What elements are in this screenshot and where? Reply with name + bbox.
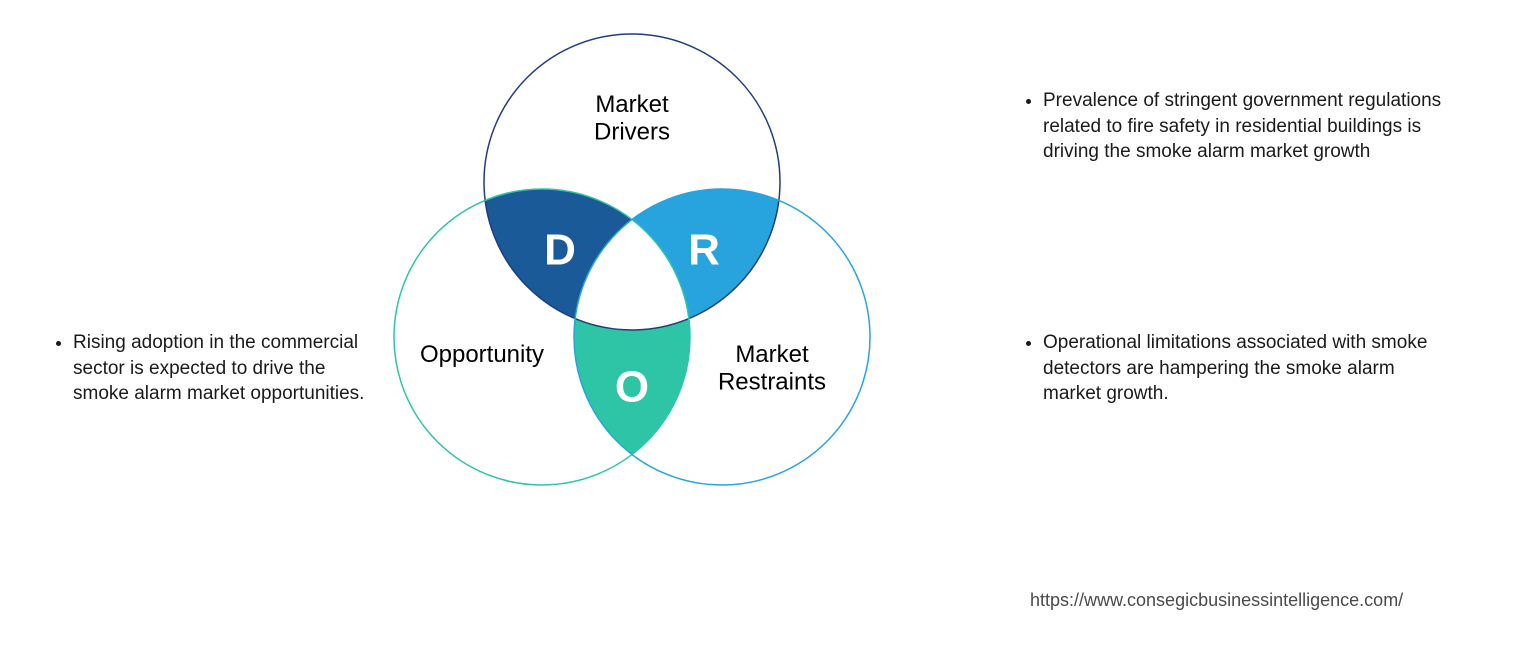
drivers-bullets: Prevalence of stringent government regul… xyxy=(1025,88,1455,165)
restraints-bullets: Operational limitations associated with … xyxy=(1025,330,1455,407)
diagram-canvas: D R O MarketDrivers Opportunity MarketRestrai… xyxy=(0,0,1515,660)
venn-label-drivers: MarketDrivers xyxy=(594,91,670,146)
venn-letter-d: D xyxy=(544,226,576,275)
restraints-bullet-1: Operational limitations associated with … xyxy=(1043,330,1455,407)
venn-label-restraints: MarketRestraints xyxy=(718,341,826,396)
venn-letter-r: R xyxy=(688,226,720,275)
venn-letter-o: O xyxy=(615,363,649,412)
opportunity-bullets: Rising adoption in the commercial sector… xyxy=(55,330,365,407)
venn-svg: D R O MarketDrivers Opportunity MarketRestrai… xyxy=(390,30,874,489)
source-url: https://www.consegicbusinessintelligence… xyxy=(1030,590,1403,611)
venn-diagram: D R O MarketDrivers Opportunity MarketRestrai… xyxy=(390,30,874,489)
opportunity-bullet-1: Rising adoption in the commercial sector… xyxy=(73,330,365,407)
drivers-bullet-1: Prevalence of stringent government regul… xyxy=(1043,88,1455,165)
venn-label-opportunity: Opportunity xyxy=(420,341,544,368)
